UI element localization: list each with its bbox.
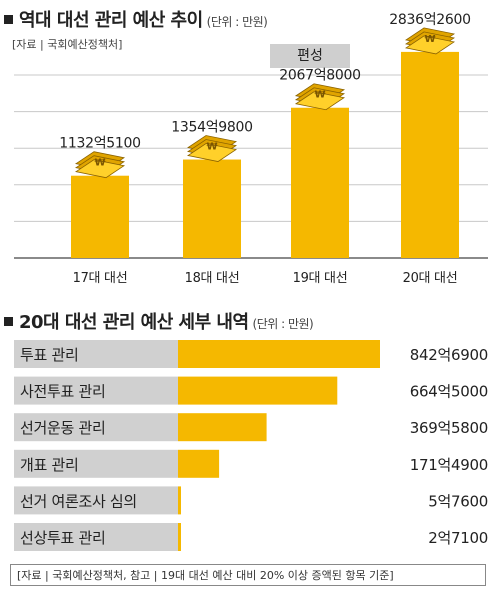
chart1-title: 역대 대선 관리 예산 추이 (단위 : 만원)	[4, 6, 268, 32]
bar-value-label-2: 1354억9800	[171, 120, 252, 136]
row-label-bg-6	[14, 523, 178, 551]
chart1-unit: (단위 : 만원)	[206, 15, 268, 29]
row-label-bg-4	[14, 449, 178, 478]
hbar-value-label-6: 2억7100	[428, 529, 488, 547]
bar-4	[401, 51, 459, 259]
hbar-value-label-1: 842억6900	[410, 346, 488, 364]
row-label-5: 선거 여론조사 심의	[20, 492, 137, 510]
svg-text:₩: ₩	[424, 34, 435, 45]
svg-text:₩: ₩	[94, 158, 105, 169]
hbar-5	[178, 486, 181, 515]
row-label-1: 투표 관리	[20, 346, 78, 364]
bar-value-label-4: 2836억2600	[389, 12, 470, 28]
budget-badge: 편성	[270, 44, 350, 68]
hbar-6	[178, 523, 181, 551]
hbar-2	[178, 376, 338, 405]
chart1-source: [자료 | 국회예산정책처]	[12, 38, 123, 51]
category-label-3: 19대 대선	[293, 271, 348, 286]
row-label-6: 선상투표 관리	[20, 529, 105, 547]
category-label-4: 20대 대선	[403, 271, 458, 286]
bar-value-label-3: 2067억8000	[279, 68, 360, 84]
money-stack-icon: ₩	[404, 27, 456, 55]
bar-1	[71, 175, 129, 258]
row-label-2: 사전투표 관리	[20, 383, 105, 401]
category-label-2: 18대 대선	[185, 271, 240, 286]
row-label-bg-1	[14, 340, 178, 368]
row-label-3: 선거운동 관리	[20, 419, 105, 437]
row-label-bg-3	[14, 413, 178, 442]
hbar-4	[178, 449, 220, 478]
money-stack-icon: ₩	[74, 151, 126, 179]
hbar-value-label-3: 369억5800	[410, 419, 488, 437]
hbar-value-label-4: 171억4900	[410, 456, 488, 474]
row-label-bg-5	[14, 486, 178, 515]
chart2-unit: (단위 : 만원)	[252, 317, 314, 331]
svg-text:₩: ₩	[206, 142, 217, 153]
chart1-title-text: 역대 대선 관리 예산 추이	[19, 10, 203, 31]
svg-text:₩: ₩	[314, 90, 325, 101]
bar-2	[183, 159, 241, 258]
chart2-title-text: 20대 대선 관리 예산 세부 내역	[19, 312, 249, 333]
square-bullet-icon	[4, 316, 13, 326]
row-label-4: 개표 관리	[20, 456, 78, 474]
bar-3	[291, 107, 349, 258]
footer-source: [자료 | 국회예산정책처, 참고 | 19대 대선 예산 대비 20% 이상 …	[10, 564, 486, 586]
category-label-1: 17대 대선	[73, 271, 128, 286]
money-stack-icon: ₩	[186, 135, 238, 162]
bar-value-label-1: 1132억5100	[59, 136, 140, 152]
square-bullet-icon	[4, 14, 13, 24]
money-stack-icon: ₩	[294, 83, 346, 111]
hbar-1	[178, 340, 380, 368]
chart2-title: 20대 대선 관리 예산 세부 내역 (단위 : 만원)	[4, 308, 314, 334]
row-label-bg-2	[14, 376, 178, 405]
hbar-value-label-5: 5억7600	[428, 492, 488, 510]
hbar-value-label-2: 664억5000	[410, 383, 488, 401]
hbar-3	[178, 413, 267, 442]
